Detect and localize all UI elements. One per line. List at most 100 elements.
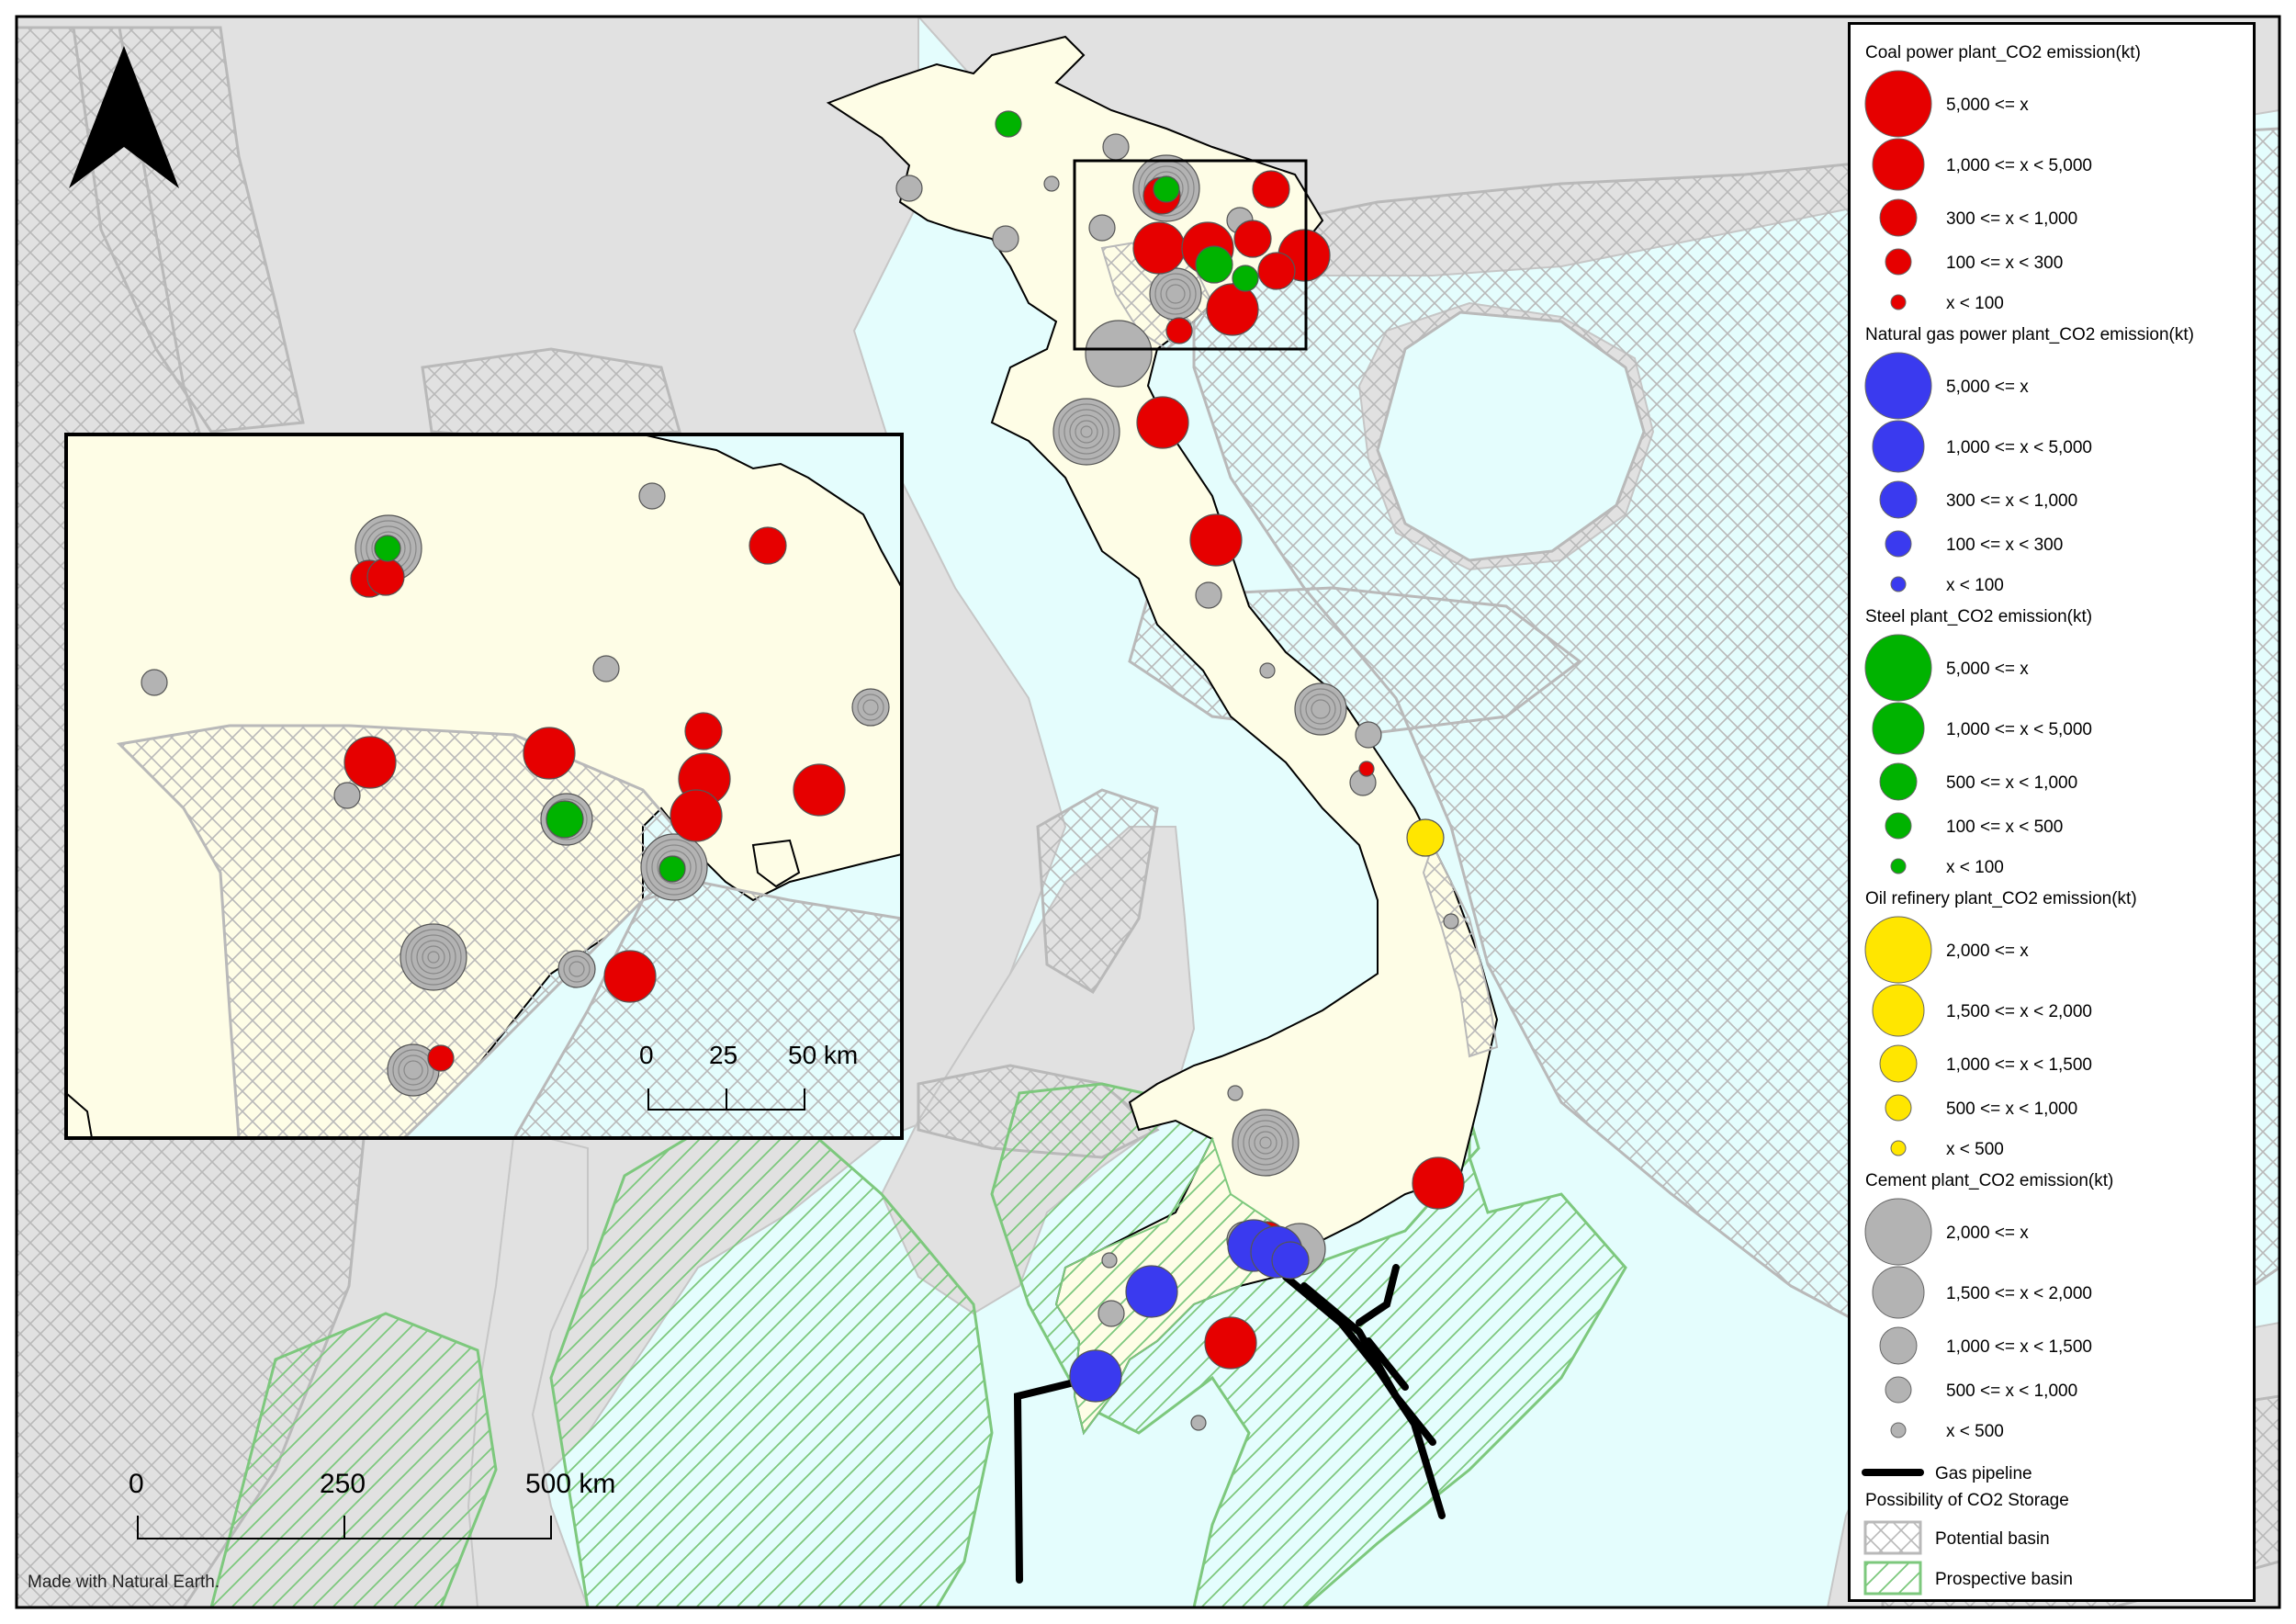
legend-cement-label-0: 2,000 <= x: [1946, 1224, 2029, 1243]
legend-steel-symbol-0: [1864, 634, 1932, 702]
legend-steel-title: Steel plant_CO2 emission(kt): [1865, 607, 2092, 626]
cement-plant-marker: [333, 782, 361, 809]
legend-gas-symbol-0: [1864, 352, 1932, 420]
legend-oil-symbol-1: [1872, 984, 1925, 1037]
legend-storage-title: Possibility of CO2 Storage: [1865, 1491, 2069, 1510]
coal-plant-marker: [523, 727, 576, 780]
coal-plant-marker: [427, 1044, 455, 1072]
legend-coal-title: Coal power plant_CO2 emission(kt): [1865, 43, 2141, 62]
coal-plant-marker: [1252, 170, 1290, 209]
cement-plant-marker: [1294, 682, 1347, 736]
north-arrow-icon: [69, 46, 179, 188]
legend-coal-label-1: 1,000 <= x < 5,000: [1946, 156, 2092, 175]
cement-plant-marker: [1443, 913, 1459, 930]
legend-prospective-basin: Prospective basin: [1863, 1561, 2073, 1596]
credit-text: Made with Natural Earth.: [28, 1573, 219, 1592]
cement-plant-marker: [1088, 214, 1116, 242]
legend-coal-symbol-1: [1872, 138, 1925, 191]
steel-plant-marker: [995, 110, 1022, 138]
cement-plant-marker: [1195, 581, 1222, 609]
coal-plant-marker: [1206, 283, 1259, 336]
legend-coal-symbol-4: [1890, 294, 1907, 310]
legend-cement-items: 2,000 <= x 1,500 <= x < 2,000 1,000 <= x <…: [1864, 1198, 2092, 1441]
legend-oil-label-1: 1,500 <= x < 2,000: [1946, 1002, 2092, 1021]
coal-plant-marker: [1136, 396, 1189, 449]
gas-plant-marker: [1271, 1241, 1310, 1280]
inset-extent-box: [1073, 159, 1308, 351]
central-coast-potential: [1422, 842, 1499, 1058]
legend-oil-symbol-4: [1890, 1140, 1907, 1156]
legend-cement-symbol-2: [1879, 1326, 1918, 1365]
steel-plant-marker: [1153, 175, 1180, 203]
legend-steel-label-3: 100 <= x < 500: [1946, 818, 2063, 837]
legend-gas-symbol-4: [1890, 576, 1907, 592]
gas-plant-marker: [1069, 1349, 1122, 1403]
cement-plant-marker: [141, 669, 168, 696]
coal-plant-marker: [343, 736, 397, 789]
coal-plant-marker: [793, 763, 846, 817]
legend-panel: Coal power plant_CO2 emission(kt) 5,000 …: [1848, 22, 2256, 1602]
legend-cement-label-3: 500 <= x < 1,000: [1946, 1382, 2077, 1401]
coal-plant-marker: [1132, 221, 1186, 275]
cement-plant-marker: [1227, 1085, 1244, 1101]
scale-bar: 0 250 500 km: [129, 1469, 615, 1539]
cement-plant-marker: [638, 482, 666, 510]
cement-plant-marker: [1043, 175, 1060, 192]
inset-island: [751, 839, 801, 888]
legend-gas-symbol-1: [1872, 420, 1925, 473]
legend-cement-symbol-1: [1872, 1266, 1925, 1319]
plants-layer: [895, 110, 1465, 1431]
inset-map: 0 25 50 km: [64, 433, 904, 1140]
coal-plant-marker: [1189, 513, 1243, 567]
legend-steel-label-2: 500 <= x < 1,000: [1946, 773, 2077, 793]
inset-scale-bar: 0 25 50 km: [639, 1041, 858, 1111]
coal-plant-marker: [1412, 1156, 1465, 1210]
gas-pipelines: [1013, 1264, 1446, 1584]
scale-label-500: 500 km: [525, 1469, 615, 1499]
inset-scale-label-25: 25: [709, 1041, 737, 1069]
legend-coal-label-2: 300 <= x < 1,000: [1946, 209, 2077, 229]
legend-gas-label-0: 5,000 <= x: [1946, 378, 2029, 397]
cement-plant-marker: [992, 225, 1019, 253]
oil-plant-marker: [1406, 818, 1445, 857]
coal-plant-marker: [670, 789, 723, 842]
inset-scale-label-50: 50 km: [788, 1041, 858, 1069]
legend-gas-label-2: 300 <= x < 1,000: [1946, 491, 2077, 511]
coal-plant-marker: [366, 558, 405, 596]
legend-potential-label: Potential basin: [1935, 1529, 2050, 1549]
legend-oil-label-2: 1,000 <= x < 1,500: [1946, 1055, 2092, 1075]
cement-plant-marker: [895, 175, 923, 202]
legend-gas-label-4: x < 100: [1946, 576, 2004, 595]
coal-plant-marker: [1165, 317, 1193, 344]
legend-oil-symbol-3: [1885, 1094, 1912, 1122]
coal-plant-marker: [1257, 252, 1296, 290]
cement-plant-marker: [1190, 1415, 1207, 1431]
legend-oil-symbol-0: [1864, 916, 1932, 984]
coal-plant-marker: [1358, 761, 1375, 777]
legend-coal-items: 5,000 <= x 1,000 <= x < 5,000 300 <= x < 1…: [1864, 70, 2092, 313]
cement-plant-marker: [557, 950, 596, 988]
legend-cement-symbol-4: [1890, 1422, 1907, 1438]
legend-cement-label-1: 1,500 <= x < 2,000: [1946, 1284, 2092, 1303]
legend-coal-label-0: 5,000 <= x: [1946, 96, 2029, 115]
steel-plant-marker: [374, 535, 401, 562]
legend-steel-symbol-3: [1885, 812, 1912, 840]
cement-plant-marker: [1097, 1300, 1125, 1327]
legend-cement-label-4: x < 500: [1946, 1422, 2004, 1441]
legend-coal-symbol-2: [1879, 198, 1918, 237]
legend-gas-symbol-3: [1885, 530, 1912, 558]
cement-plant-marker: [1085, 320, 1153, 388]
inset-potential-sea: [512, 880, 902, 1138]
legend-prospective-label: Prospective basin: [1935, 1570, 2073, 1589]
legend-steel-symbol-1: [1872, 702, 1925, 755]
legend-steel-label-0: 5,000 <= x: [1946, 660, 2029, 679]
legend-cement-symbol-0: [1864, 1198, 1932, 1266]
coal-plant-marker: [603, 950, 657, 1003]
legend-gas-label-3: 100 <= x < 300: [1946, 536, 2063, 555]
legend-steel-symbol-2: [1879, 762, 1918, 801]
legend-potential-basin: Potential basin: [1863, 1520, 2050, 1555]
cement-plant-marker: [1052, 398, 1120, 466]
legend-cement-label-2: 1,000 <= x < 1,500: [1946, 1337, 2092, 1357]
legend-oil-title: Oil refinery plant_CO2 emission(kt): [1865, 889, 2137, 908]
legend-steel-label-1: 1,000 <= x < 5,000: [1946, 720, 2092, 739]
